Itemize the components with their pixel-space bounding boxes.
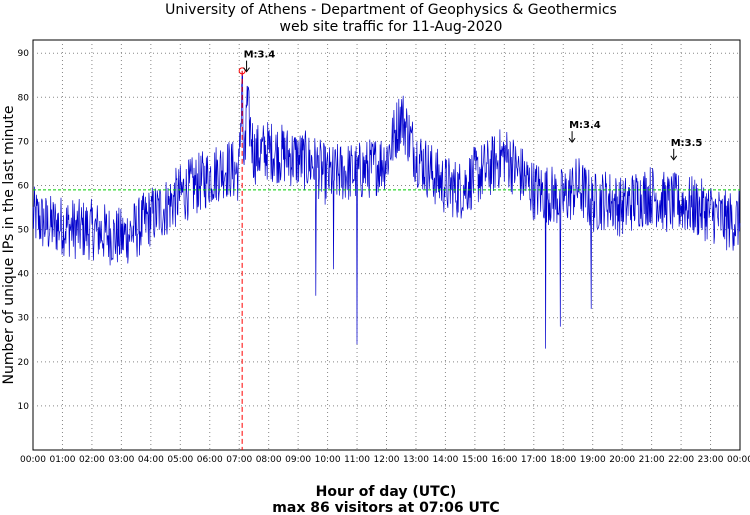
annotation-arrow-head	[670, 155, 678, 161]
x-tick-label: 11:00	[344, 455, 370, 465]
earthquake-annotation: M:3.5	[671, 138, 703, 149]
x-tick-label: 02:00	[79, 455, 105, 465]
annotation-arrow-head	[243, 67, 250, 73]
y-tick-label: 80	[18, 93, 30, 103]
footer-max-visitors: max 86 visitors at 07:06 UTC	[272, 500, 499, 515]
x-tick-label: 10:00	[315, 455, 341, 465]
annotations: M:3.4 M:3.4 M:3.5	[243, 50, 703, 161]
y-tick-label: 10	[18, 402, 30, 412]
y-axis-ticks: 10 20 30 40 50 60 70 80 90	[18, 49, 30, 412]
x-tick-label: 17:00	[521, 455, 547, 465]
x-tick-label: 03:00	[108, 455, 134, 465]
y-tick-label: 90	[18, 49, 30, 59]
x-tick-label: 15:00	[462, 455, 488, 465]
x-tick-label: 05:00	[167, 455, 193, 465]
earthquake-annotation: M:3.4	[569, 120, 601, 131]
traffic-line	[32, 70, 741, 349]
chart-title: University of Athens - Department of Geo…	[165, 2, 617, 18]
y-axis-label: Number of unique IPs in the last minute	[1, 106, 17, 385]
x-tick-label: 00:00	[727, 455, 750, 465]
y-tick-label: 30	[18, 314, 30, 324]
x-tick-label: 16:00	[491, 455, 517, 465]
max-marker	[238, 67, 246, 75]
x-tick-label: 18:00	[550, 455, 576, 465]
y-tick-label: 20	[18, 358, 30, 368]
annotation-arrow-head	[568, 137, 576, 144]
reference-marks	[33, 67, 740, 450]
x-tick-label: 14:00	[432, 455, 458, 465]
x-tick-label: 20:00	[609, 455, 635, 465]
y-tick-label: 60	[18, 181, 30, 191]
x-tick-label: 22:00	[668, 455, 694, 465]
chart-subtitle: web site traffic for 11-Aug-2020	[280, 19, 503, 35]
x-tick-label: 07:00	[226, 455, 252, 465]
earthquake-annotation: M:3.4	[244, 50, 276, 61]
x-axis-label: Hour of day (UTC)	[316, 484, 457, 500]
x-tick-label: 09:00	[285, 455, 311, 465]
x-tick-label: 06:00	[197, 455, 223, 465]
x-tick-label: 12:00	[374, 455, 400, 465]
x-tick-label: 04:00	[138, 455, 164, 465]
x-tick-label: 00:00	[20, 455, 46, 465]
grid	[33, 40, 740, 450]
x-tick-label: 13:00	[403, 455, 429, 465]
x-tick-label: 23:00	[698, 455, 724, 465]
x-axis-ticks: 00:00 01:00 02:00 03:00 04:00 05:00 06:00 07:00…	[20, 455, 750, 465]
x-tick-label: 01:00	[49, 455, 75, 465]
x-tick-label: 19:00	[580, 455, 606, 465]
y-tick-label: 50	[18, 226, 30, 236]
x-tick-label: 21:00	[639, 455, 665, 465]
y-tick-label: 40	[18, 270, 30, 280]
y-tick-label: 70	[18, 137, 30, 147]
x-tick-label: 08:00	[256, 455, 282, 465]
series-group	[32, 70, 741, 349]
